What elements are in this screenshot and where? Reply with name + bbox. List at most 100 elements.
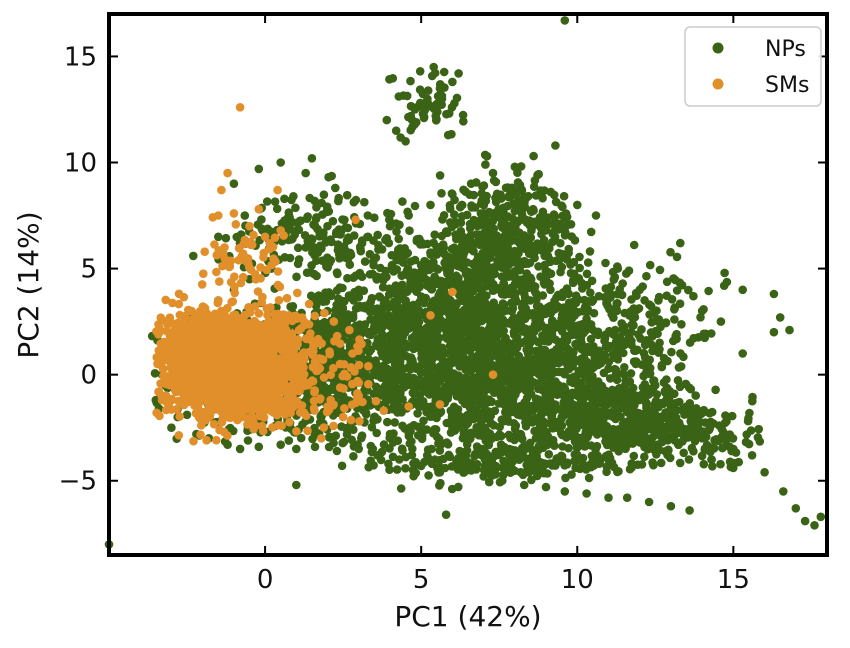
data-point bbox=[672, 334, 681, 344]
data-point bbox=[637, 325, 646, 334]
data-point bbox=[556, 404, 566, 414]
data-point bbox=[417, 349, 427, 359]
data-point bbox=[423, 86, 433, 95]
data-point bbox=[292, 444, 301, 454]
data-point bbox=[411, 468, 421, 478]
data-point bbox=[707, 455, 716, 464]
data-point bbox=[371, 382, 381, 392]
data-point bbox=[581, 363, 590, 372]
data-point bbox=[385, 349, 395, 358]
data-point bbox=[450, 252, 460, 262]
data-point bbox=[368, 444, 378, 454]
data-point bbox=[354, 285, 364, 295]
data-point bbox=[300, 231, 310, 240]
data-point bbox=[373, 272, 382, 282]
data-point bbox=[664, 446, 673, 455]
data-point bbox=[398, 446, 407, 455]
data-point bbox=[326, 291, 336, 301]
data-point bbox=[473, 252, 483, 262]
data-point bbox=[371, 356, 380, 365]
data-point bbox=[447, 103, 457, 112]
data-point bbox=[677, 320, 686, 329]
data-point bbox=[611, 365, 621, 375]
data-point bbox=[647, 414, 657, 423]
data-point bbox=[298, 420, 307, 429]
data-point bbox=[422, 425, 432, 434]
data-point bbox=[361, 410, 371, 419]
data-point bbox=[448, 77, 457, 87]
data-point bbox=[472, 396, 481, 406]
data-point bbox=[391, 281, 401, 290]
data-point bbox=[510, 162, 520, 172]
data-point bbox=[612, 375, 622, 385]
data-point bbox=[464, 310, 474, 320]
data-point bbox=[512, 319, 521, 328]
data-point bbox=[550, 296, 559, 306]
data-point bbox=[593, 409, 602, 418]
data-point bbox=[442, 383, 452, 392]
data-point bbox=[293, 218, 302, 228]
data-point bbox=[586, 334, 596, 344]
data-point bbox=[344, 235, 354, 245]
data-point bbox=[472, 459, 482, 469]
data-point bbox=[760, 468, 769, 477]
data-point bbox=[699, 459, 709, 469]
data-point bbox=[522, 454, 531, 464]
data-point bbox=[545, 369, 555, 379]
data-point bbox=[747, 451, 757, 460]
data-point bbox=[469, 386, 479, 396]
data-point bbox=[546, 309, 556, 318]
data-point bbox=[563, 397, 572, 407]
data-point bbox=[649, 308, 659, 318]
data-point bbox=[379, 440, 389, 449]
data-point bbox=[628, 383, 638, 393]
data-point bbox=[405, 283, 415, 293]
data-point bbox=[519, 404, 529, 414]
data-point bbox=[567, 421, 576, 431]
data-point bbox=[417, 238, 426, 247]
data-point bbox=[509, 199, 518, 209]
data-point bbox=[253, 220, 263, 229]
data-point bbox=[463, 243, 473, 252]
data-point bbox=[662, 291, 671, 301]
data-point bbox=[644, 497, 654, 507]
data-point bbox=[401, 296, 410, 305]
data-point bbox=[351, 322, 361, 332]
data-point bbox=[357, 272, 367, 282]
data-point bbox=[508, 214, 517, 223]
data-point bbox=[363, 232, 373, 242]
data-point bbox=[150, 369, 160, 378]
data-point bbox=[540, 186, 549, 195]
data-point bbox=[655, 445, 664, 455]
data-point bbox=[745, 408, 754, 418]
data-point bbox=[459, 353, 468, 362]
data-point bbox=[369, 322, 379, 332]
data-point bbox=[419, 112, 429, 121]
data-point bbox=[769, 327, 779, 337]
data-point bbox=[468, 356, 478, 366]
data-point bbox=[679, 448, 688, 458]
data-point bbox=[508, 190, 517, 200]
data-point bbox=[276, 158, 286, 167]
data-point bbox=[574, 413, 584, 423]
data-point bbox=[602, 467, 611, 477]
data-point bbox=[365, 270, 375, 279]
data-point bbox=[460, 337, 469, 347]
data-point bbox=[583, 342, 593, 352]
data-point bbox=[405, 272, 415, 282]
data-point bbox=[585, 247, 595, 256]
data-point bbox=[404, 428, 413, 437]
data-point bbox=[481, 160, 490, 169]
data-point bbox=[221, 233, 231, 243]
data-point bbox=[391, 322, 401, 331]
data-point bbox=[377, 329, 387, 339]
data-point bbox=[421, 275, 431, 284]
data-point bbox=[490, 470, 500, 479]
data-point bbox=[280, 216, 289, 225]
data-point bbox=[452, 299, 462, 308]
data-point bbox=[315, 232, 324, 241]
data-point bbox=[729, 444, 738, 454]
data-point bbox=[449, 369, 459, 378]
data-point bbox=[449, 243, 459, 252]
data-point bbox=[292, 480, 301, 490]
